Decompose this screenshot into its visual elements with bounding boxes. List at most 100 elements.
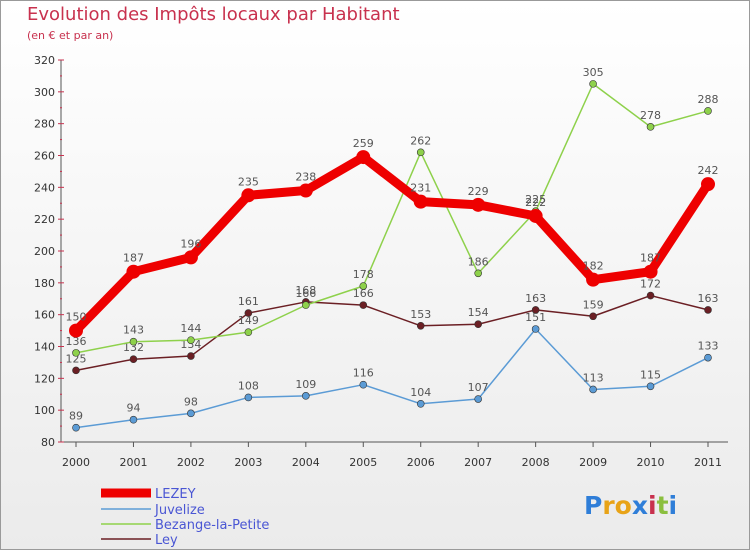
data-label: 133 — [698, 340, 719, 353]
data-label: 149 — [238, 314, 259, 327]
data-label: 172 — [640, 278, 661, 291]
proxiti-logo: Proxiti — [584, 491, 677, 520]
data-point — [72, 423, 80, 432]
data-point — [72, 349, 80, 357]
data-label: 238 — [295, 171, 316, 184]
data-label: 125 — [66, 352, 87, 365]
data-label: 113 — [583, 371, 604, 384]
data-point — [359, 282, 368, 290]
x-tick-label: 2008 — [522, 456, 550, 469]
data-point — [589, 80, 597, 88]
y-tick-label: 200 — [34, 245, 55, 258]
data-label: 107 — [468, 381, 489, 394]
data-label: 163 — [525, 292, 546, 305]
data-label: 178 — [353, 268, 374, 281]
x-tick-label: 2007 — [464, 456, 492, 469]
data-point — [241, 188, 256, 203]
data-label: 196 — [180, 237, 201, 250]
data-label: 134 — [180, 338, 201, 351]
data-point — [416, 322, 425, 330]
data-point — [589, 312, 597, 321]
data-label: 89 — [69, 410, 83, 423]
y-tick-label: 320 — [34, 54, 55, 67]
logo-letter: o — [614, 491, 632, 520]
data-point — [187, 336, 195, 344]
y-tick-label: 100 — [34, 404, 55, 417]
data-point — [474, 320, 482, 329]
data-point — [589, 385, 597, 394]
data-label: 153 — [410, 308, 431, 321]
data-label: 168 — [295, 284, 316, 297]
data-label: 115 — [640, 368, 661, 381]
data-point — [69, 323, 83, 338]
data-label: 108 — [238, 379, 259, 392]
data-label: 143 — [123, 324, 144, 337]
x-tick-label: 2002 — [177, 456, 205, 469]
data-label: 166 — [353, 287, 374, 300]
data-point — [359, 301, 368, 309]
series-line-lezey — [71, 152, 713, 336]
data-point — [129, 415, 138, 424]
data-label: 132 — [123, 341, 144, 354]
data-label: 187 — [640, 252, 661, 265]
data-label: 104 — [410, 386, 431, 399]
data-point — [413, 194, 428, 209]
data-point — [126, 264, 141, 279]
data-point — [471, 197, 486, 212]
data-point — [646, 291, 655, 300]
data-label: 166 — [295, 287, 316, 300]
data-point — [72, 366, 80, 375]
data-point — [298, 183, 313, 198]
data-point — [586, 272, 601, 287]
series-line-bezange-la-petite — [75, 83, 709, 354]
x-tick-label: 2010 — [637, 456, 665, 469]
data-point — [704, 353, 712, 362]
y-tick-label: 80 — [41, 436, 55, 449]
data-point — [187, 352, 195, 360]
y-tick-label: 280 — [34, 118, 55, 131]
data-label: 98 — [184, 395, 198, 408]
data-label: 116 — [353, 367, 374, 380]
data-label: 150 — [66, 311, 87, 324]
data-label: 144 — [180, 322, 201, 335]
logo-letter: t — [656, 491, 669, 520]
logo-letter: x — [631, 491, 648, 520]
data-point — [643, 264, 658, 279]
legend-label: Bezange-la-Petite — [155, 518, 269, 533]
x-tick-label: 2001 — [119, 456, 147, 469]
x-tick-label: 2003 — [234, 456, 262, 469]
data-point — [474, 269, 482, 278]
data-point — [531, 306, 540, 314]
x-tick-label: 2006 — [407, 456, 435, 469]
x-tick-label: 2009 — [579, 456, 607, 469]
data-label: 109 — [295, 378, 316, 391]
data-point — [302, 392, 310, 400]
logo-letter: P — [584, 491, 603, 520]
series-line-ley — [75, 294, 709, 372]
data-label: 187 — [123, 252, 144, 265]
chart-subtitle: (en € et par an) — [27, 29, 114, 42]
x-tick-label: 2005 — [349, 456, 377, 469]
data-label: 151 — [525, 311, 546, 324]
y-tick-label: 140 — [34, 341, 55, 354]
data-label: 242 — [698, 164, 719, 177]
legend-label: LEZEY — [155, 487, 196, 502]
data-label: 235 — [238, 175, 259, 188]
data-label: 229 — [468, 185, 489, 198]
x-tick-label: 2004 — [292, 456, 320, 469]
y-tick-label: 260 — [34, 150, 55, 163]
data-label: 262 — [410, 134, 431, 147]
data-label: 231 — [410, 182, 431, 195]
data-label: 186 — [468, 255, 489, 268]
legend-label: Juvelize — [154, 503, 205, 518]
y-tick-label: 180 — [34, 277, 55, 290]
x-tick-label: 2000 — [62, 456, 90, 469]
y-tick-label: 240 — [34, 181, 55, 194]
data-point — [646, 123, 655, 131]
data-label: 259 — [353, 137, 374, 150]
data-point — [416, 148, 425, 157]
data-label: 222 — [525, 196, 546, 209]
data-point — [129, 337, 138, 346]
data-label: 225 — [525, 193, 546, 206]
data-point — [704, 306, 712, 314]
